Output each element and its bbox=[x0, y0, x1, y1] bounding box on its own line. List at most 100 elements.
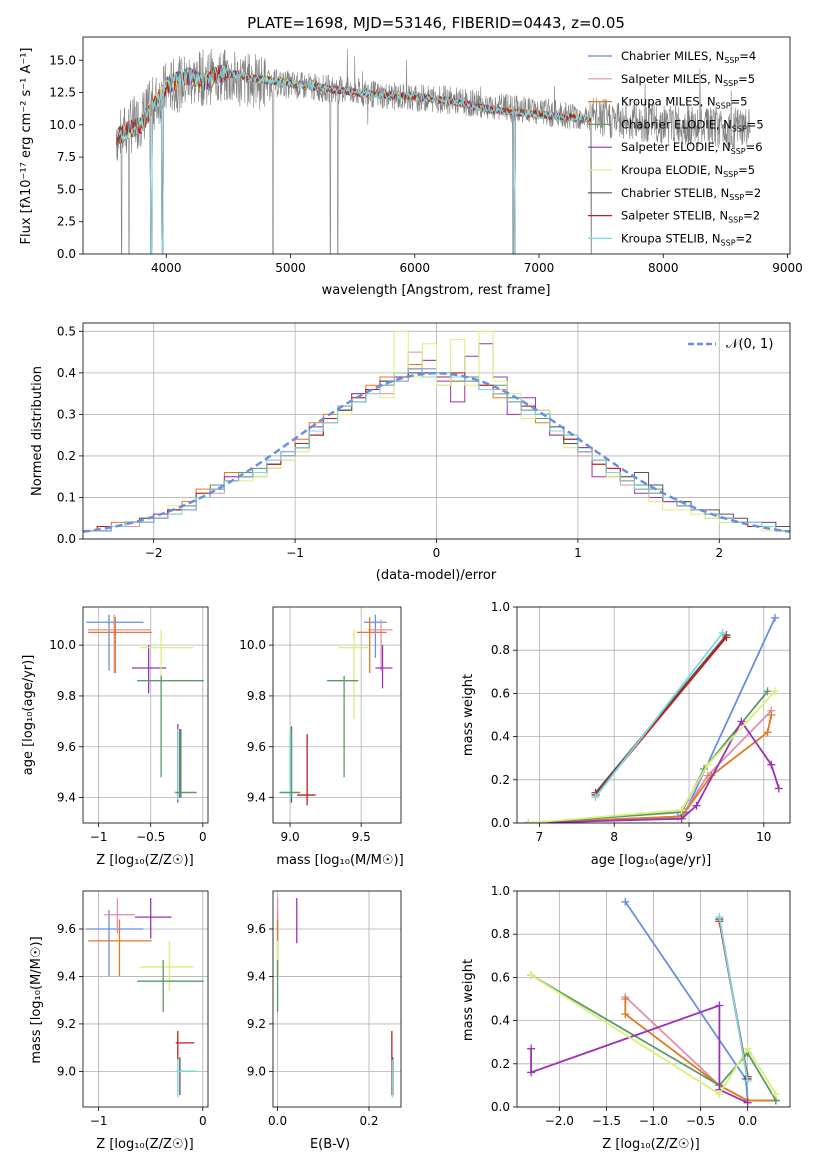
y-tick-label: 0.5 bbox=[57, 324, 76, 338]
plus-marker bbox=[774, 784, 783, 793]
y-tick-label: 9.8 bbox=[57, 689, 76, 703]
plus-marker bbox=[743, 1044, 752, 1053]
spectrum-xlabel: wavelength [Angstrom, rest frame] bbox=[322, 283, 551, 298]
y-tick-label: 0.3 bbox=[57, 407, 76, 421]
y-tick-label: 0.2 bbox=[491, 1057, 510, 1071]
x-tick-label: 10 bbox=[756, 830, 771, 844]
x-tick-label: −1.0 bbox=[639, 1114, 668, 1128]
y-tick-label: 9.2 bbox=[247, 1017, 266, 1031]
legend-entry: Chabrier MILES, NSSP=4 bbox=[621, 49, 756, 65]
plus-marker bbox=[715, 1090, 724, 1099]
y-tick-label: 9.4 bbox=[57, 969, 76, 983]
residuals-panel: −2 −1 0 1 2 0.0 0.1 0.2 0.3 0.4 0.5 (data-model)/e… bbox=[30, 322, 791, 583]
y-tick-label: 0.8 bbox=[491, 927, 510, 941]
spectrum-lines bbox=[116, 48, 751, 254]
spectrum-panel: 4000 5000 6000 7000 8000 9000 0.0 2.5 5.0 7.5 10.0… bbox=[19, 14, 803, 298]
plus-marker bbox=[677, 814, 686, 823]
x-tick-label: −1 bbox=[90, 830, 108, 844]
massweight-line bbox=[718, 916, 749, 1082]
plus-marker bbox=[715, 912, 724, 921]
massweight-vs-age-lines bbox=[524, 613, 783, 823]
spectrum-title: PLATE=1698, MJD=53146, FIBERID=0443, z=0… bbox=[247, 14, 625, 32]
x-tick-label: 8000 bbox=[648, 261, 679, 275]
y-tick-label: 15.0 bbox=[49, 53, 76, 67]
model-spectrum bbox=[116, 64, 592, 254]
spectrum-ylabel: Flux [fλ10⁻¹⁷ erg cm⁻² s⁻¹ A⁻¹] bbox=[19, 48, 34, 245]
x-tick-label: 9 bbox=[685, 830, 693, 844]
massweight-line bbox=[594, 632, 724, 798]
age-vs-mass-panel: 9.0 9.5 9.4 9.6 9.8 10.0 mass [log₁₀(M/M☉)] bbox=[239, 606, 404, 868]
legend-entry: Kroupa ELODIE, NSSP=5 bbox=[621, 163, 755, 179]
x-tick-label: 8 bbox=[610, 830, 618, 844]
x-tick-label: 0.0 bbox=[738, 1114, 757, 1128]
model-spectrum bbox=[116, 65, 592, 254]
legend-entry: Salpeter STELIB, NSSP=2 bbox=[621, 209, 760, 225]
x-tick-label: 0.0 bbox=[268, 1114, 287, 1128]
y-tick-label: 9.0 bbox=[57, 1064, 76, 1078]
model-spectrum bbox=[116, 66, 591, 254]
legend-entry: Chabrier ELODIE, NSSP=5 bbox=[621, 117, 764, 133]
plus-marker bbox=[524, 819, 533, 823]
legend-entry: Kroupa STELIB, NSSP=2 bbox=[621, 231, 752, 247]
plus-marker bbox=[703, 760, 712, 769]
y-tick-label: 9.6 bbox=[247, 740, 266, 754]
y-tick-label: 9.4 bbox=[247, 791, 266, 805]
plus-marker bbox=[763, 687, 772, 696]
x-tick-label: 9000 bbox=[772, 261, 803, 275]
plus-marker bbox=[722, 633, 731, 642]
residual-histograms bbox=[83, 330, 790, 533]
y-tick-label: 10.0 bbox=[239, 638, 266, 652]
model-spectrum bbox=[116, 64, 592, 254]
x-tick-label: 6000 bbox=[399, 261, 430, 275]
mwAge-xlabel: age [log₁₀(age/yr)] bbox=[591, 853, 712, 868]
massweight-line bbox=[530, 974, 777, 1096]
plus-marker bbox=[621, 897, 630, 906]
x-tick-label: −1 bbox=[90, 1114, 108, 1128]
massweight-vs-age-panel: 7 8 9 10 0.0 0.2 0.4 0.6 0.8 1.0 age [log₁₀(age/y… bbox=[461, 600, 791, 868]
x-tick-label: 9.0 bbox=[281, 830, 300, 844]
massZ-ylabel: mass [log₁₀(M/M☉)] bbox=[29, 936, 44, 1063]
x-tick-label: 9.5 bbox=[352, 830, 371, 844]
x-tick-label: −1.5 bbox=[592, 1114, 621, 1128]
y-tick-label: 0.0 bbox=[57, 532, 76, 546]
y-tick-label: 10.0 bbox=[49, 118, 76, 132]
massweight-vs-metallicity-lines bbox=[527, 897, 780, 1107]
y-tick-label: 12.5 bbox=[49, 86, 76, 100]
plus-marker bbox=[527, 971, 536, 980]
mwZ-ylabel: mass weight bbox=[461, 959, 476, 1041]
residuals-legend-label: 𝒩(0, 1) bbox=[726, 337, 773, 352]
massweight-vs-metallicity-panel: −2.0 −1.5 −1.0 −0.5 0.0 0.0 0.2 0.4 0.6 0.8 1.0 Z … bbox=[461, 884, 791, 1152]
plus-marker bbox=[737, 717, 746, 726]
x-tick-label: 2 bbox=[715, 546, 723, 560]
plus-marker bbox=[591, 793, 600, 802]
residuals-xlabel: (data-model)/error bbox=[376, 568, 497, 583]
plus-marker bbox=[771, 687, 780, 696]
plus-marker bbox=[527, 1068, 536, 1077]
plus-marker bbox=[677, 806, 686, 815]
x-tick-label: −1 bbox=[286, 546, 304, 560]
y-tick-label: 9.6 bbox=[57, 740, 76, 754]
x-tick-label: −2.0 bbox=[545, 1114, 574, 1128]
x-tick-label: −0.5 bbox=[686, 1114, 715, 1128]
y-tick-label: 0.0 bbox=[491, 1100, 510, 1114]
x-tick-label: −0.5 bbox=[136, 830, 165, 844]
x-tick-label: 7 bbox=[536, 830, 544, 844]
y-tick-label: 0.4 bbox=[57, 366, 76, 380]
plus-marker bbox=[715, 1001, 724, 1010]
age-vs-mass-errorbars bbox=[278, 614, 393, 806]
ageZ-xlabel: Z [log₁₀(Z/Z☉)] bbox=[96, 853, 193, 868]
y-tick-label: 0.4 bbox=[491, 730, 510, 744]
plus-marker bbox=[621, 1010, 630, 1019]
y-tick-label: 7.5 bbox=[57, 150, 76, 164]
x-tick-label: 0 bbox=[199, 1114, 207, 1128]
y-tick-label: 9.6 bbox=[57, 922, 76, 936]
y-tick-label: 0.1 bbox=[57, 490, 76, 504]
y-tick-label: 1.0 bbox=[491, 884, 510, 898]
plus-marker bbox=[767, 760, 776, 769]
legend-entry: Salpeter MILES, NSSP=5 bbox=[621, 72, 755, 88]
x-tick-label: 0 bbox=[433, 546, 441, 560]
x-tick-label: 1 bbox=[574, 546, 582, 560]
y-tick-label: 0.4 bbox=[491, 1014, 510, 1028]
plus-marker bbox=[743, 1098, 752, 1107]
